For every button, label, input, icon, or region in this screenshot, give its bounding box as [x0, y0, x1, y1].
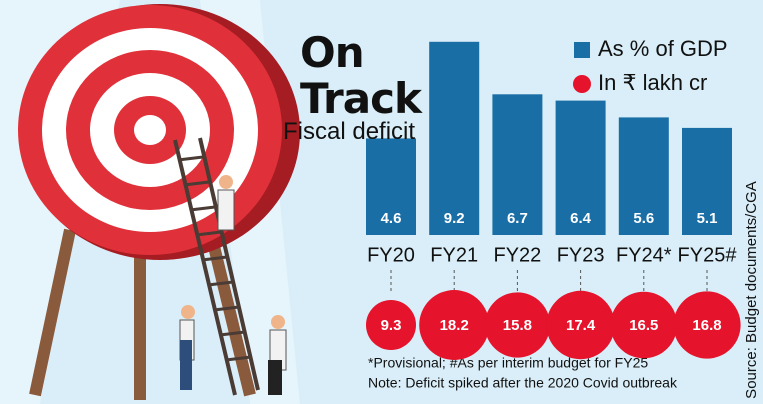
- bar: [492, 94, 543, 235]
- bubble: [610, 291, 678, 359]
- bar: [429, 41, 480, 235]
- bubble: [484, 292, 550, 358]
- value-label: 6.4: [570, 210, 592, 227]
- legend-swatch: [573, 75, 591, 93]
- x-tick-label: FY25#: [678, 244, 738, 266]
- bubble: [546, 290, 615, 360]
- bubble: [419, 290, 490, 360]
- x-tick-label: FY21: [430, 244, 478, 266]
- value-label: 16.8: [692, 317, 721, 334]
- x-tick-label: FY23: [557, 244, 605, 266]
- x-tick-label: FY24*: [616, 244, 672, 266]
- source: Source: Budget documents/CGA: [743, 181, 760, 399]
- x-tick-label: FY20: [367, 244, 415, 266]
- chart-subtitle: Fiscal deficit: [283, 118, 416, 145]
- legend-label: As % of GDP: [598, 36, 728, 61]
- value-label: 4.6: [381, 210, 402, 227]
- legend-swatch: [574, 42, 590, 58]
- value-label: 9.3: [381, 317, 402, 334]
- value-label: 6.7: [507, 210, 528, 227]
- bubble: [365, 299, 417, 351]
- bar: [366, 138, 416, 235]
- bar: [682, 127, 732, 235]
- value-label: 5.1: [697, 210, 718, 227]
- note: *Provisional; #As per interim budget for…: [368, 355, 648, 371]
- legend-label: In ₹ lakh cr: [598, 70, 707, 95]
- chart-title: On Track: [300, 28, 422, 123]
- note: Note: Deficit spiked after the 2020 Covi…: [368, 375, 678, 391]
- value-label: 16.5: [629, 317, 658, 334]
- value-label: 5.6: [633, 210, 654, 227]
- bar: [618, 117, 669, 235]
- value-label: 15.8: [503, 317, 532, 334]
- bubble: [673, 291, 741, 359]
- illustration: [0, 0, 300, 404]
- bar: [555, 100, 606, 235]
- value-label: 9.2: [444, 210, 465, 227]
- value-label: 18.2: [440, 317, 469, 334]
- value-label: 17.4: [566, 317, 596, 334]
- x-tick-label: FY22: [493, 244, 541, 266]
